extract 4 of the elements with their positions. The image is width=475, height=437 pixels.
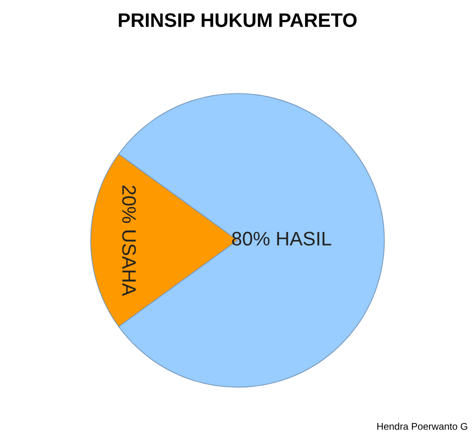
chart-title: PRINSIP HUKUM PARETO — [118, 13, 357, 28]
slice-label: 80% HASIL — [232, 232, 332, 246]
slice-label: 20% USAHA — [122, 186, 136, 296]
text: Hendra Poerwanto G — [377, 422, 468, 430]
